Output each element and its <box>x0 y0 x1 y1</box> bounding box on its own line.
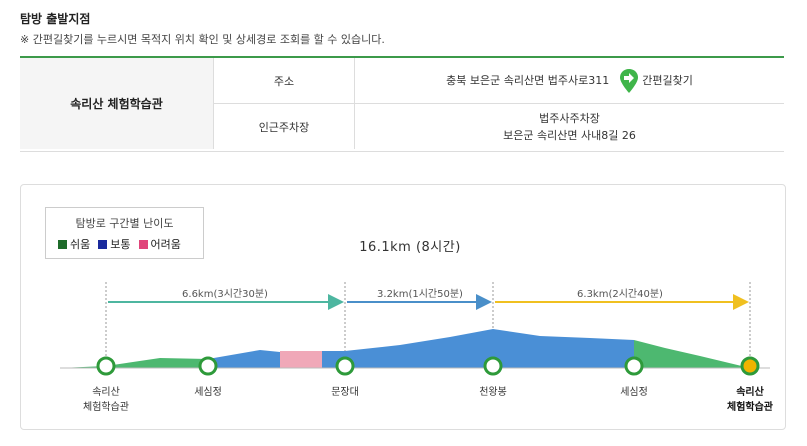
address-row: 주소 충북 보은군 속리산면 법주사로311 간편길찾기 <box>214 58 784 104</box>
legend-title: 탐방로 구간별 난이도 <box>75 217 174 230</box>
stop-marker-3[interactable] <box>335 356 355 376</box>
quick-directions-button[interactable]: 간편길찾기 <box>619 68 693 94</box>
legend-item-normal: 보통 <box>98 236 131 252</box>
quick-directions-label: 간편길찾기 <box>642 74 693 87</box>
legend-item-easy: 쉬움 <box>58 236 90 252</box>
stop-marker-2[interactable] <box>198 356 218 376</box>
terrain-easy-2 <box>634 340 750 368</box>
address-value: 충북 보은군 속리산면 법주사로311 <box>446 74 610 87</box>
route-panel <box>20 184 786 430</box>
info-table: 속리산 체험학습관 주소 충북 보은군 속리산면 법주사로311 간편길찾기 인… <box>20 56 784 152</box>
stop-label-5: 세심정 <box>620 387 648 398</box>
stop-marker-4[interactable] <box>483 356 503 376</box>
terrain-normal-2 <box>322 329 634 368</box>
legend-item-hard: 어려움 <box>138 236 181 252</box>
segment-label-3: 6.3km(2시간40분) <box>577 289 663 300</box>
parking-name: 법주사주차장 <box>539 111 600 125</box>
map-pin-arrow-icon <box>620 68 639 93</box>
stop-markers <box>96 356 760 376</box>
address-label: 주소 <box>214 58 355 103</box>
difficulty-legend: 탐방로 구간별 난이도 쉬움 보통 어려움 <box>45 207 204 259</box>
stop-label-1: 속리산 체험학습관 <box>83 387 129 413</box>
stop-marker-1[interactable] <box>96 356 116 376</box>
parking-address: 보은군 속리산면 사내8길 26 <box>503 128 636 142</box>
legend-swatch-easy <box>58 239 67 249</box>
stop-label-4: 천왕봉 <box>479 387 507 398</box>
stop-label-3: 문장대 <box>331 387 359 398</box>
start-place-name: 속리산 체험학습관 <box>20 58 214 149</box>
parking-label: 인근주차장 <box>214 104 355 149</box>
stop-label-6: 속리산 체험학습관 <box>727 387 773 413</box>
parking-value-cell: 법주사주차장 보은군 속리산면 사내8길 26 <box>355 104 784 149</box>
route-total: 16.1km (8시간) <box>359 240 461 255</box>
terrain-easy-1 <box>60 358 208 368</box>
stop-marker-6[interactable] <box>740 356 760 376</box>
segment-label-2: 3.2km(1시간50분) <box>377 289 463 300</box>
terrain-hard-1 <box>280 351 322 368</box>
page-title: 탐방 출발지점 <box>20 12 91 26</box>
parking-row: 인근주차장 법주사주차장 보은군 속리산면 사내8길 26 <box>214 104 784 149</box>
segment-label-1: 6.6km(3시간30분) <box>182 289 268 300</box>
stop-label-2: 세심정 <box>194 387 222 398</box>
legend-swatch-hard <box>138 239 148 249</box>
terrain-normal-1 <box>208 350 280 368</box>
stop-marker-5[interactable] <box>624 356 644 376</box>
notice-text: ※ 간편길찾기를 누르시면 목적지 위치 확인 및 상세경로 조회를 할 수 있… <box>20 33 385 46</box>
address-value-cell: 충북 보은군 속리산면 법주사로311 간편길찾기 <box>355 58 784 103</box>
legend-swatch-normal <box>98 239 108 249</box>
